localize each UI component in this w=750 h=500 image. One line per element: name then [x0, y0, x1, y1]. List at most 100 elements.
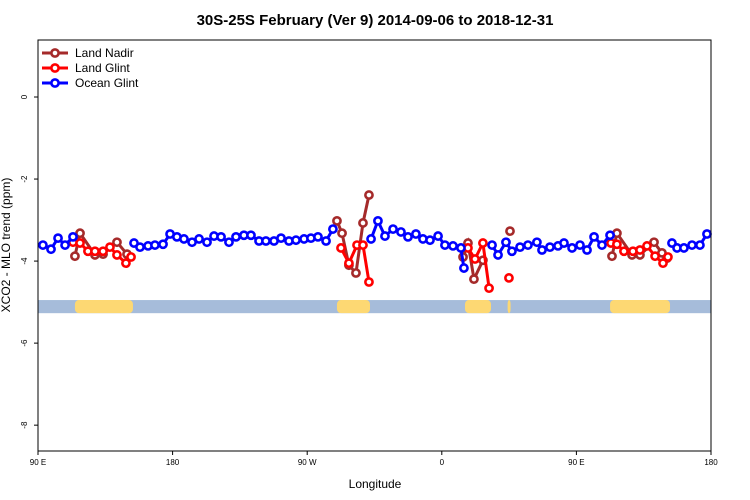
- data-point: [515, 242, 525, 253]
- data-point: [126, 252, 136, 262]
- chart-title: 30S-25S February (Ver 9) 2014-09-06 to 2…: [197, 12, 554, 29]
- data-point: [98, 246, 108, 257]
- data-point: [90, 246, 100, 257]
- legend-label: Land Glint: [75, 61, 130, 75]
- y-axis: 0 -2 -4 -6 -8: [20, 94, 38, 429]
- data-point: [38, 240, 48, 250]
- x-tick-label: 90 E: [30, 458, 46, 467]
- y-axis-label: XCO2 - MLO trend (ppm): [0, 178, 13, 313]
- data-point: [469, 274, 479, 285]
- data-point: [537, 245, 547, 255]
- data-point: [507, 246, 517, 257]
- data-point: [687, 240, 697, 250]
- data-point: [53, 233, 63, 244]
- data-point: [484, 283, 494, 294]
- data-point: [112, 250, 122, 260]
- data-point: [337, 228, 347, 239]
- data-point: [388, 224, 398, 234]
- data-point: [366, 234, 376, 244]
- land-ocean-band: [38, 300, 711, 314]
- data-point: [328, 224, 338, 234]
- land-band-segment: [336, 300, 371, 314]
- data-point: [695, 240, 705, 250]
- data-point: [216, 231, 226, 242]
- data-point: [582, 245, 592, 255]
- data-point: [112, 237, 122, 248]
- data-point: [589, 231, 599, 242]
- data-point: [336, 243, 346, 253]
- data-point: [380, 231, 390, 241]
- data-point: [635, 245, 645, 255]
- y-tick-label: 0: [20, 94, 29, 99]
- legend-marker: [50, 78, 60, 88]
- data-point: [433, 231, 443, 241]
- data-point: [456, 243, 466, 253]
- data-point: [411, 229, 421, 239]
- data-point: [231, 231, 241, 242]
- data-point: [459, 263, 469, 273]
- data-point: [135, 242, 145, 253]
- data-point: [597, 240, 607, 250]
- data-point: [702, 229, 712, 239]
- data-point: [532, 237, 542, 248]
- legend-label: Ocean Glint: [75, 76, 139, 90]
- x-axis: 90 E 180 90 W 0 90 E 180: [30, 451, 718, 467]
- data-point: [493, 250, 503, 260]
- data-point: [321, 236, 331, 246]
- legend-item: Land Glint: [42, 61, 130, 75]
- data-point: [504, 273, 514, 283]
- data-point: [70, 251, 80, 262]
- data-point: [567, 243, 577, 253]
- data-point: [68, 231, 78, 242]
- data-point: [545, 242, 555, 253]
- y-tick-label: -2: [20, 175, 29, 183]
- data-point: [470, 254, 480, 264]
- legend-item: Ocean Glint: [42, 76, 139, 90]
- data-point: [121, 258, 131, 269]
- x-tick-label: 90 E: [568, 458, 584, 467]
- data-point: [150, 240, 160, 250]
- x-tick-label: 0: [440, 458, 445, 467]
- data-point: [605, 230, 615, 241]
- data-point: [523, 240, 533, 250]
- series-line: [466, 237, 491, 289]
- legend-item: Land Nadir: [42, 46, 134, 60]
- x-tick-label: 180: [704, 458, 718, 467]
- data-point: [403, 231, 413, 242]
- data-point: [313, 231, 323, 242]
- x-axis-label: Longitude: [349, 477, 402, 491]
- data-point: [649, 237, 659, 248]
- data-point: [179, 234, 189, 244]
- data-point: [332, 215, 342, 226]
- land-band-segment: [74, 300, 133, 314]
- legend-label: Land Nadir: [75, 46, 134, 60]
- data-point: [46, 244, 56, 255]
- data-point: [105, 242, 115, 253]
- data-point: [612, 239, 622, 250]
- data-point: [559, 238, 569, 248]
- data-point: [373, 215, 383, 226]
- ocean-band: [38, 300, 711, 314]
- data-point: [344, 258, 354, 269]
- y-tick-label: -4: [20, 257, 29, 265]
- data-point: [202, 237, 212, 248]
- land-band-segment: [464, 300, 492, 314]
- land-band-segment: [610, 300, 671, 314]
- data-point: [396, 227, 406, 237]
- data-point: [505, 226, 515, 237]
- data-point: [246, 230, 256, 241]
- data-point: [619, 246, 629, 257]
- y-tick-label: -6: [20, 339, 29, 347]
- data-point: [448, 241, 458, 251]
- data-point: [261, 236, 271, 246]
- data-point: [364, 190, 374, 200]
- data-point: [650, 251, 660, 262]
- plot-frame: [37, 39, 712, 452]
- land-band-segment: [507, 300, 511, 314]
- data-point: [75, 228, 85, 239]
- data-point: [194, 234, 204, 244]
- legend-marker: [50, 63, 60, 73]
- data-point: [276, 233, 286, 244]
